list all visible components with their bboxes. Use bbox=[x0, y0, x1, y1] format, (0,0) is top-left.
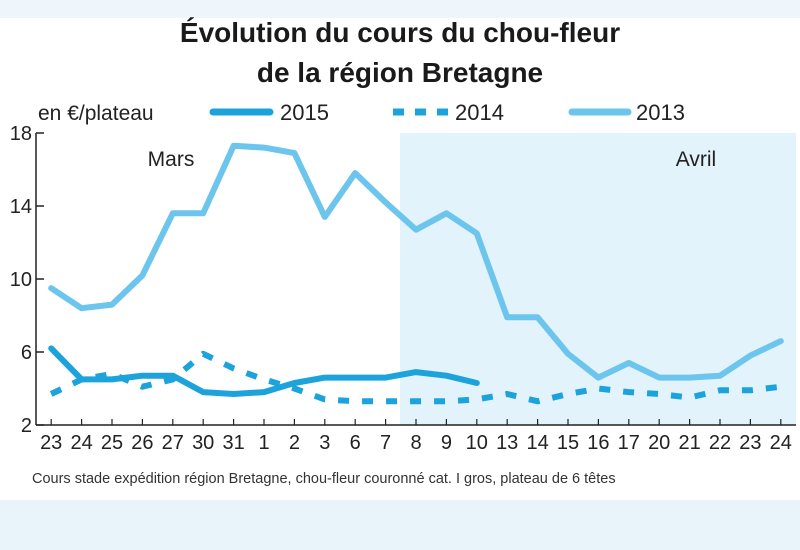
x-ticks: 23 24 25 26 27 30 31 1 2 3 6 7 8 9 10 13 14 15 16 17 20 21 22 2… bbox=[40, 419, 792, 454]
x-tick-label: 7 bbox=[380, 432, 391, 454]
x-tick-label: 23 bbox=[739, 432, 761, 454]
x-tick-label: 24 bbox=[770, 432, 792, 454]
chart-title-line1: Évolution du cours du chou-fleur bbox=[180, 17, 620, 48]
x-tick-label: 26 bbox=[131, 432, 153, 454]
x-tick-label: 14 bbox=[526, 432, 548, 454]
x-tick-label: 22 bbox=[709, 432, 731, 454]
series-line-2013 bbox=[48, 142, 784, 381]
x-tick-label: 21 bbox=[678, 432, 700, 454]
x-tick-label: 15 bbox=[557, 432, 579, 454]
y-tick-label: 6 bbox=[21, 342, 32, 364]
x-tick-label: 27 bbox=[162, 432, 184, 454]
series-line-2014 bbox=[49, 350, 782, 405]
series-lines bbox=[48, 142, 784, 405]
chart-title-line2: de la région Bretagne bbox=[257, 57, 543, 88]
x-tick-label: 17 bbox=[618, 432, 640, 454]
x-tick-label: 13 bbox=[496, 432, 518, 454]
y-ticks: 2 6 10 14 18 bbox=[10, 123, 44, 437]
series-line-2015 bbox=[48, 345, 480, 397]
x-tick-label: 8 bbox=[410, 432, 421, 454]
header-band bbox=[0, 0, 800, 18]
x-tick-label: 3 bbox=[319, 432, 330, 454]
x-tick-label: 2 bbox=[289, 432, 300, 454]
x-tick-label: 25 bbox=[101, 432, 123, 454]
x-tick-label: 16 bbox=[587, 432, 609, 454]
legend-label-2014: 2014 bbox=[455, 100, 504, 125]
y-tick-label: 10 bbox=[10, 269, 32, 291]
legend: 2015 2014 2013 bbox=[209, 100, 685, 125]
x-tick-label: 6 bbox=[350, 432, 361, 454]
footer-band bbox=[0, 500, 800, 550]
legend-label-2013: 2013 bbox=[636, 100, 685, 125]
x-tick-label: 20 bbox=[648, 432, 670, 454]
y-tick-label: 2 bbox=[21, 415, 32, 437]
x-tick-label: 9 bbox=[441, 432, 452, 454]
x-tick-label: 31 bbox=[222, 432, 244, 454]
x-tick-label: 23 bbox=[40, 432, 62, 454]
x-tick-label: 10 bbox=[466, 432, 488, 454]
x-tick-label: 30 bbox=[192, 432, 214, 454]
x-tick-label: 1 bbox=[258, 432, 269, 454]
month-label: Avril bbox=[676, 148, 716, 171]
y-tick-label: 14 bbox=[10, 196, 32, 218]
y-axis-unit-label: en €/plateau bbox=[38, 102, 154, 125]
legend-label-2015: 2015 bbox=[280, 100, 329, 125]
footnote: Cours stade expédition région Bretagne, … bbox=[32, 471, 616, 487]
month-label: Mars bbox=[148, 148, 195, 171]
x-tick-label: 24 bbox=[70, 432, 92, 454]
y-tick-label: 18 bbox=[10, 123, 32, 145]
month-labels: Mars Avril bbox=[148, 148, 717, 171]
